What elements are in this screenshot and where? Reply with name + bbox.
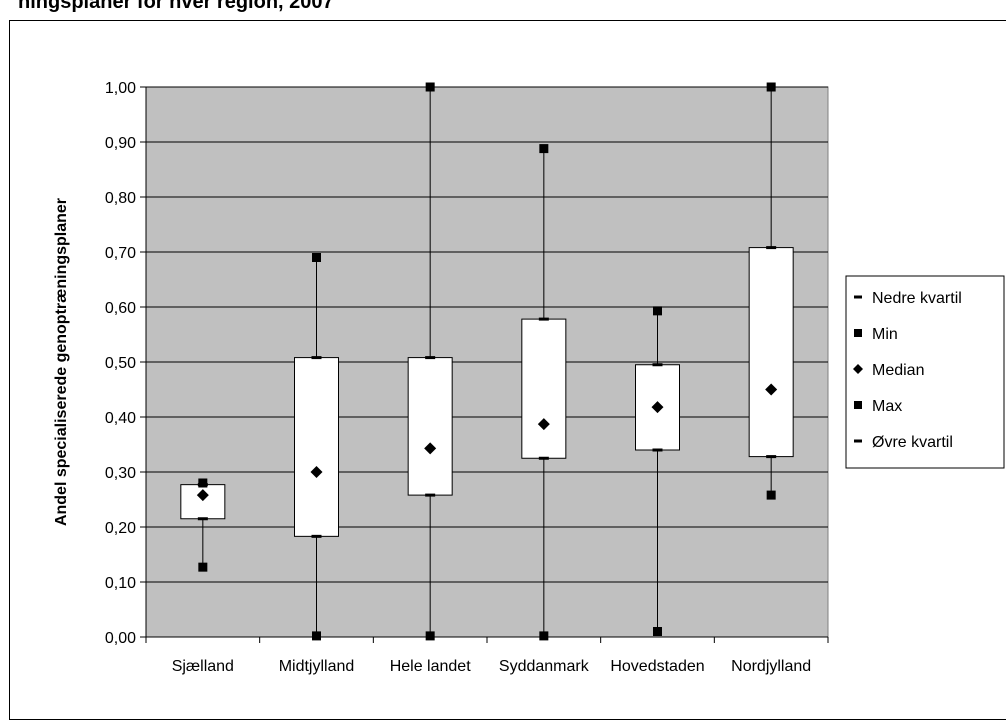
box-3 — [521, 144, 567, 641]
category-label: Hovedstaden — [610, 658, 704, 675]
y-tick-label: 0,20 — [105, 520, 136, 537]
legend-entry: Median — [872, 362, 924, 379]
median-marker — [765, 383, 778, 396]
category-label: Sjælland — [172, 658, 234, 675]
min-marker — [425, 631, 435, 641]
max-marker — [198, 478, 208, 488]
gridlines — [146, 86, 828, 583]
legend-entry: Min — [872, 326, 898, 343]
y-axis-title: Andel specialiserede genoptræningsplaner — [53, 198, 70, 526]
y-tick-label: 0,80 — [105, 190, 136, 207]
max-marker — [539, 144, 549, 154]
y-tick-label: 0,50 — [105, 355, 136, 372]
y-tick-label: 1,00 — [105, 80, 136, 97]
category-label: Hele landet — [390, 658, 472, 675]
min-marker — [198, 562, 208, 572]
category-label: Syddanmark — [499, 658, 590, 675]
min-marker — [539, 631, 549, 641]
box-1 — [294, 253, 339, 641]
min-marker — [766, 490, 776, 500]
y-tick-label: 0,00 — [105, 630, 136, 647]
chart-title-fragment: ningsplaner for hver region, 2007 — [18, 0, 334, 13]
y-tick-label: 0,40 — [105, 410, 136, 427]
legend-entry: Max — [872, 398, 902, 415]
y-tick-label: 0,70 — [105, 245, 136, 262]
legend-diamond-marker — [853, 364, 863, 374]
median-marker — [651, 401, 664, 414]
min-marker — [653, 627, 662, 636]
min-marker — [312, 631, 321, 641]
box-plot-chart: 0,00 0,10 0,20 0,30 0,40 0,50 0,60 0,70 0,80 0,90… — [53, 80, 1005, 675]
median-marker — [310, 466, 323, 478]
median-marker — [537, 418, 550, 431]
box-2 — [407, 82, 453, 641]
box-0 — [180, 478, 226, 572]
legend-square-marker — [854, 401, 862, 409]
legend-entry: Øvre kvartil — [872, 434, 953, 451]
max-marker — [425, 82, 435, 92]
legend: Nedre kvartil Min Median Max Øvre kvartil — [845, 275, 1005, 469]
category-label: Nordjylland — [731, 658, 811, 675]
box-body — [407, 357, 453, 496]
boxes — [180, 82, 794, 641]
median-marker — [424, 442, 437, 455]
box-body — [294, 357, 339, 537]
axes — [140, 86, 829, 643]
max-marker — [653, 306, 662, 316]
category-labels: Sjælland Midtjylland Hele landet Syddanmark… — [172, 658, 811, 675]
legend-square-marker — [854, 329, 862, 337]
box-body — [521, 318, 567, 459]
max-marker — [312, 253, 321, 262]
median-marker — [196, 489, 209, 502]
category-label: Midtjylland — [279, 658, 355, 675]
box-5 — [748, 82, 794, 500]
legend-box — [845, 275, 1005, 469]
box-4 — [635, 306, 680, 636]
y-tick-label: 0,60 — [105, 300, 136, 317]
y-tick-labels: 0,00 0,10 0,20 0,30 0,40 0,50 0,60 0,70 0,80 0,90… — [105, 80, 136, 647]
box-body — [748, 247, 794, 458]
y-tick-label: 0,90 — [105, 135, 136, 152]
max-marker — [766, 82, 776, 92]
legend-entry: Nedre kvartil — [872, 290, 962, 307]
y-tick-label: 0,30 — [105, 465, 136, 482]
chart-frame: 0,00 0,10 0,20 0,30 0,40 0,50 0,60 0,70 0,80 0,90… — [9, 20, 1006, 720]
y-tick-label: 0,10 — [105, 575, 136, 592]
